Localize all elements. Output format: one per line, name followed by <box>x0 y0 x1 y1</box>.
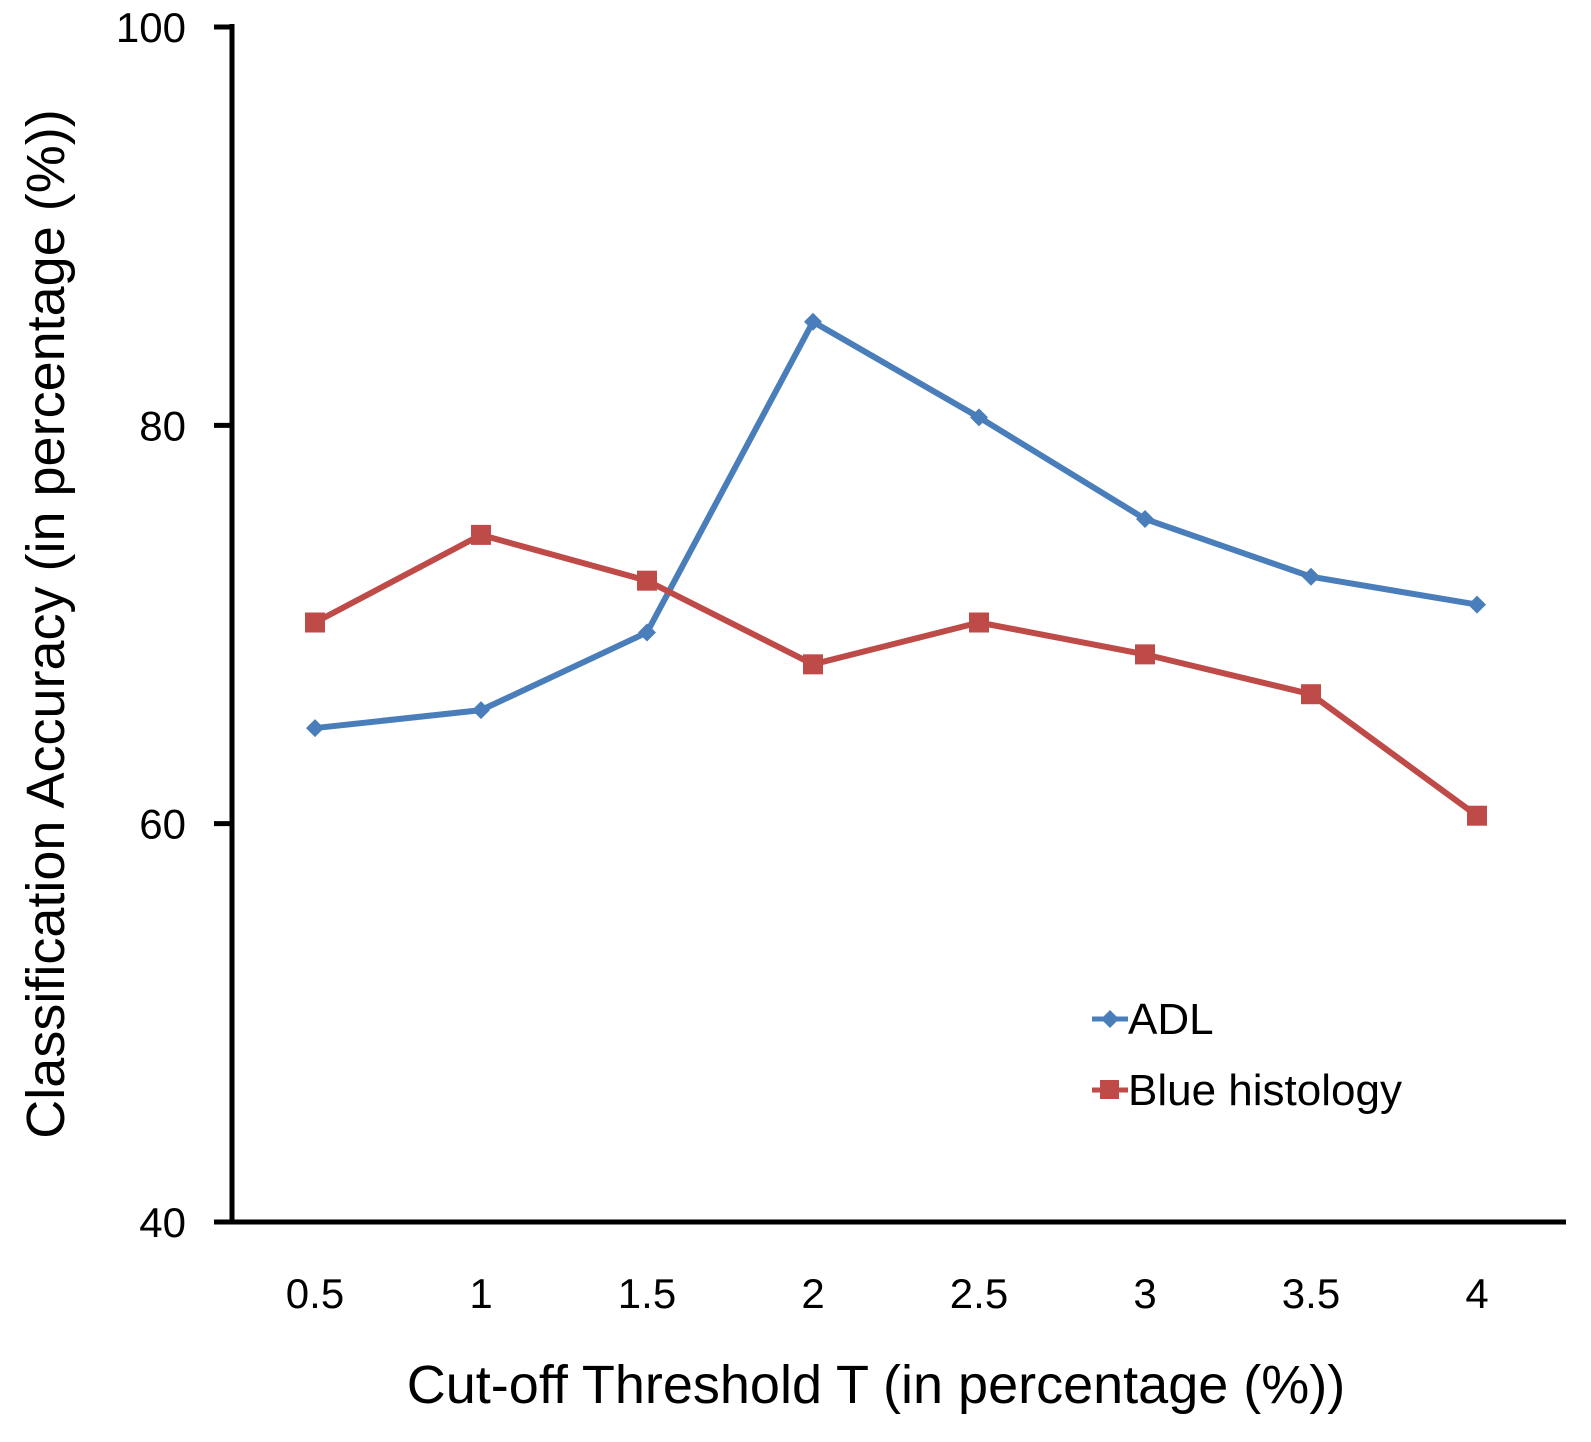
y-axis-ticks: 40 60 80 100 <box>116 4 232 1246</box>
data-point-blue-histology <box>1467 805 1487 826</box>
y-tick-label: 60 <box>139 801 186 848</box>
x-axis-ticks: 0.5 1 1.5 2 2.5 3 3.5 4 <box>286 1270 1489 1317</box>
data-point-adl <box>638 623 656 642</box>
x-tick-label: 3.5 <box>1282 1270 1340 1317</box>
x-tick-label: 2.5 <box>950 1270 1008 1317</box>
series-adl <box>306 312 1486 738</box>
y-tick-label: 40 <box>139 1199 186 1246</box>
series-line-adl <box>314 318 1478 732</box>
series-blue-histology <box>305 524 1487 826</box>
y-axis-title: Classification Accuracy (in percentage (… <box>16 109 76 1138</box>
data-point-blue-histology <box>1135 644 1155 665</box>
legend-label-blue-histology: Blue histology <box>1128 1066 1402 1115</box>
plot-area <box>305 312 1487 826</box>
x-axis-title: Cut-off Threshold T (in percentage (%)) <box>407 1355 1345 1415</box>
y-tick-label: 80 <box>139 402 186 449</box>
legend-marker-blue-histology <box>1100 1080 1119 1099</box>
legend-label-adl: ADL <box>1128 995 1214 1044</box>
data-point-adl <box>1468 595 1486 614</box>
series-line-blue-histology <box>313 531 1479 819</box>
data-point-adl <box>472 701 490 720</box>
legend-item-adl: ADL <box>1092 995 1214 1044</box>
x-tick-label: 1.5 <box>618 1270 676 1317</box>
x-tick-label: 4 <box>1465 1270 1488 1317</box>
data-point-blue-histology <box>471 524 491 545</box>
data-point-adl <box>306 719 324 738</box>
data-point-blue-histology <box>1301 684 1321 705</box>
x-tick-label: 2 <box>801 1270 824 1317</box>
x-tick-label: 0.5 <box>286 1270 344 1317</box>
legend-marker-adl <box>1101 1010 1119 1028</box>
y-tick-label: 100 <box>116 4 186 51</box>
data-point-blue-histology <box>637 570 657 591</box>
x-tick-label: 3 <box>1133 1270 1156 1317</box>
data-point-adl <box>970 408 988 427</box>
legend: ADL Blue histology <box>1092 995 1402 1115</box>
x-tick-label: 1 <box>469 1270 492 1317</box>
data-point-adl <box>1136 509 1154 528</box>
data-point-blue-histology <box>305 612 325 633</box>
data-point-adl <box>1302 567 1320 586</box>
data-point-adl <box>804 312 822 331</box>
data-point-blue-histology <box>969 612 989 633</box>
legend-item-blue-histology: Blue histology <box>1092 1066 1402 1115</box>
data-point-blue-histology <box>803 654 823 675</box>
